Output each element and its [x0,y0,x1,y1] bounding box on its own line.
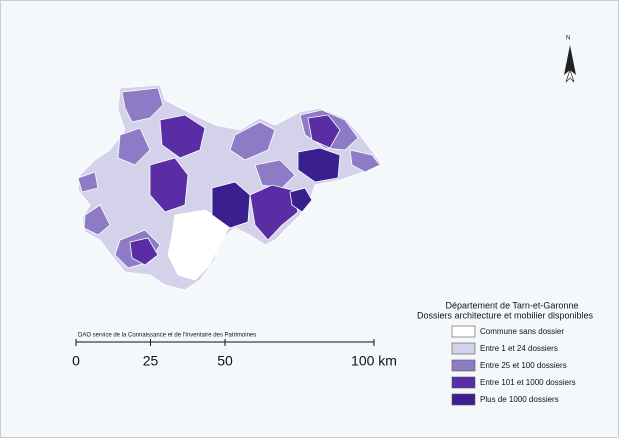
region [149,157,189,213]
region [297,147,341,183]
region [77,171,99,193]
legend-swatch [451,325,476,338]
north-label: N [566,36,570,42]
arrow-tail [565,68,575,83]
legend-title: Département de Tarn-et-Garonne [446,300,579,310]
legend-swatch [451,342,476,355]
region [211,181,251,229]
scale-bar: 0 25 50 100 km [72,339,397,369]
scale-label: 50 [217,353,233,369]
legend-label: Entre 1 et 24 dossiers [480,344,558,353]
arrow [564,45,576,75]
region [121,87,164,123]
region [349,149,381,173]
region [117,127,151,166]
legend-swatch [451,359,476,372]
legend-swatch [451,393,476,406]
region [249,184,299,241]
legend-swatch [451,376,476,389]
department-map [77,84,383,291]
region [129,237,159,266]
region [307,114,341,149]
legend-title: Dossiers architecture et mobilier dispon… [417,310,594,320]
legend-label: Entre 101 et 1000 dossiers [480,378,576,387]
legend-label: Entre 25 et 100 dossiers [480,361,567,370]
region [289,187,313,213]
legend-label: Plus de 1000 dossiers [480,395,559,404]
region [229,121,276,161]
scale-label: 25 [143,353,159,369]
region [83,204,111,236]
scale-label: 0 [72,353,80,369]
legend-label: Commune sans dossier [480,327,564,336]
region [254,159,296,189]
legend: Département de Tarn-et-Garonne Dossiers … [417,300,594,406]
scale-label: 100 km [351,353,397,369]
north-arrow: N [564,36,576,83]
credit: DAO service de la Connaissance et de l'I… [78,333,256,339]
region [159,114,206,159]
